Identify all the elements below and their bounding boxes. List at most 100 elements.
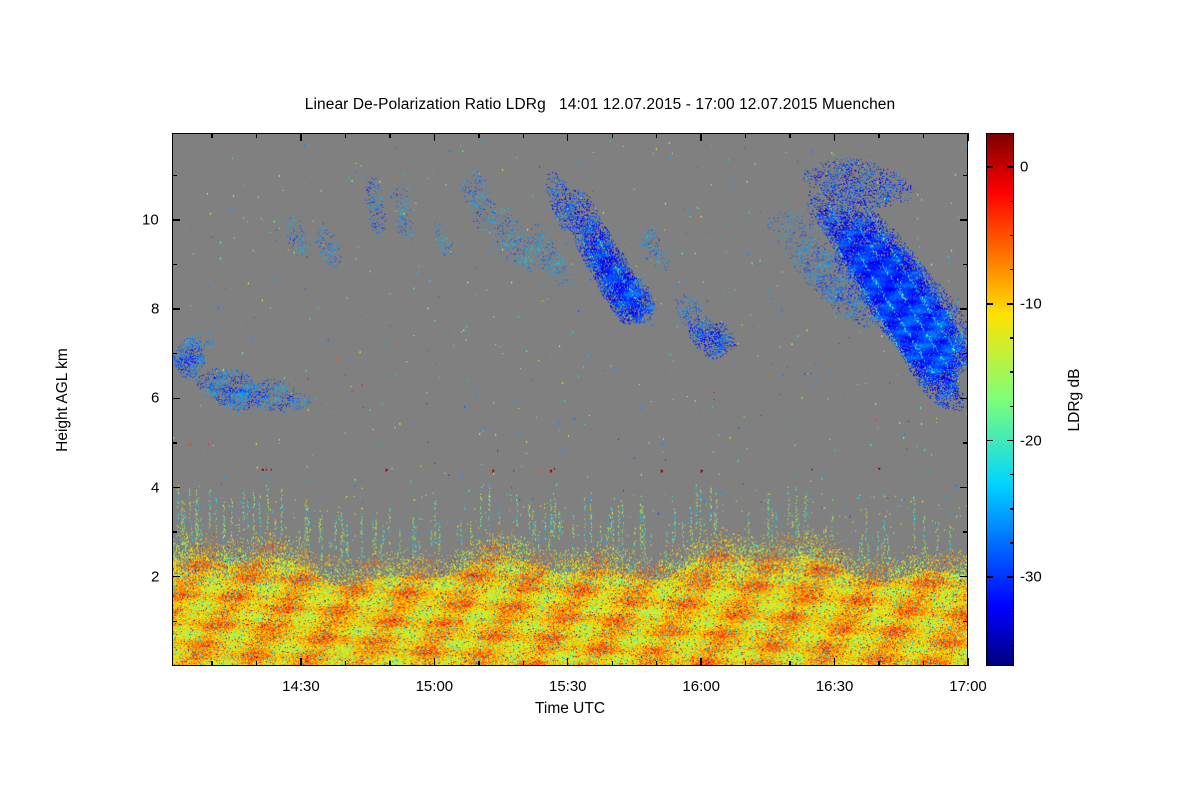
x-tick-major bbox=[833, 658, 836, 666]
heatmap-canvas bbox=[173, 134, 967, 665]
x-tick-major-top bbox=[700, 133, 702, 141]
x-tick-minor-top bbox=[922, 133, 925, 138]
x-tick-minor-top bbox=[255, 133, 258, 138]
x-tick-major-top bbox=[433, 133, 436, 141]
x-tick-minor bbox=[255, 661, 258, 666]
y-axis-title: Height AGL km bbox=[54, 348, 71, 452]
colorbar-tick-minor bbox=[1010, 405, 1014, 408]
y-tick-major-right bbox=[960, 486, 968, 489]
y-tick-minor bbox=[172, 531, 177, 533]
x-tick-minor bbox=[344, 661, 347, 666]
y-tick-label: 6 bbox=[151, 389, 160, 407]
x-tick-major bbox=[433, 658, 436, 666]
x-tick-minor bbox=[611, 661, 613, 666]
x-tick-minor-top bbox=[211, 133, 213, 138]
y-tick-major bbox=[172, 219, 180, 221]
x-tick-label: 15:00 bbox=[415, 678, 454, 695]
colorbar-tick-minor bbox=[1010, 200, 1014, 203]
x-tick-major-top bbox=[567, 133, 569, 141]
y-tick-minor-right bbox=[963, 620, 968, 623]
colorbar-tick-label: -20 bbox=[1020, 432, 1042, 449]
colorbar-tick bbox=[1007, 576, 1014, 578]
colorbar-tick-minor bbox=[1010, 473, 1014, 476]
y-tick-major bbox=[172, 576, 180, 578]
y-tick-major-right bbox=[960, 219, 968, 221]
colorbar-tick-left bbox=[986, 576, 993, 578]
colorbar-tick-minor bbox=[1010, 610, 1014, 613]
colorbar-tick bbox=[1007, 303, 1014, 305]
colorbar-tick-left bbox=[986, 166, 993, 168]
x-tick-minor bbox=[878, 661, 880, 666]
y-tick-label: 2 bbox=[151, 568, 160, 586]
x-tick-major-top bbox=[967, 133, 969, 141]
x-tick-major-top bbox=[300, 133, 302, 141]
x-tick-minor-top bbox=[656, 133, 658, 138]
y-tick-major-right bbox=[960, 397, 968, 400]
colorbar-tick-minor bbox=[1010, 508, 1014, 510]
x-tick-minor bbox=[211, 661, 213, 666]
x-tick-label: 16:00 bbox=[682, 678, 720, 695]
x-tick-label: 17:00 bbox=[949, 678, 987, 695]
x-tick-minor bbox=[389, 661, 391, 666]
y-tick-minor bbox=[172, 174, 177, 177]
colorbar-gradient bbox=[987, 134, 1013, 665]
x-tick-minor-top bbox=[344, 133, 347, 138]
y-tick-label: 4 bbox=[151, 479, 160, 497]
colorbar-tick bbox=[1007, 439, 1014, 442]
x-tick-major-top bbox=[833, 133, 836, 141]
x-tick-minor-top bbox=[789, 133, 791, 138]
y-tick-major bbox=[172, 486, 180, 489]
y-tick-minor-right bbox=[963, 174, 968, 177]
colorbar-title: LDRg dB bbox=[1066, 368, 1083, 432]
y-tick-minor bbox=[172, 620, 177, 623]
x-tick-label: 16:30 bbox=[815, 678, 854, 695]
colorbar-tick-minor bbox=[1010, 644, 1014, 647]
colorbar-tick-left bbox=[986, 303, 993, 305]
x-tick-minor bbox=[744, 661, 747, 666]
colorbar-tick-label: 0 bbox=[1020, 158, 1029, 176]
x-tick-minor bbox=[522, 661, 524, 666]
x-tick-minor bbox=[789, 661, 791, 666]
colorbar-tick-minor bbox=[1010, 234, 1014, 237]
y-tick-label: 8 bbox=[151, 300, 160, 318]
y-tick-minor bbox=[172, 353, 177, 355]
colorbar-tick bbox=[1007, 166, 1014, 168]
colorbar-tick-left bbox=[986, 439, 993, 442]
y-tick-major bbox=[172, 308, 180, 310]
x-tick-label: 15:30 bbox=[548, 678, 587, 695]
colorbar-tick-minor bbox=[1010, 371, 1014, 373]
x-tick-major bbox=[567, 658, 569, 666]
x-tick-minor-top bbox=[522, 133, 524, 138]
colorbar-tick-label: -30 bbox=[1020, 568, 1042, 586]
x-tick-label: 14:30 bbox=[282, 678, 320, 695]
colorbar-tick-label: -10 bbox=[1020, 295, 1042, 313]
y-tick-major bbox=[172, 397, 180, 400]
y-tick-minor-right bbox=[963, 263, 968, 266]
x-tick-minor-top bbox=[611, 133, 613, 138]
y-tick-minor-right bbox=[963, 353, 968, 355]
y-tick-major-right bbox=[960, 308, 968, 310]
x-axis-title: Time UTC bbox=[534, 700, 606, 717]
y-tick-minor-right bbox=[963, 442, 968, 444]
x-tick-minor-top bbox=[744, 133, 747, 138]
x-tick-minor bbox=[478, 661, 480, 666]
x-tick-minor bbox=[922, 661, 925, 666]
x-tick-major bbox=[967, 658, 969, 666]
y-tick-major-right bbox=[960, 576, 968, 578]
y-tick-minor bbox=[172, 263, 177, 266]
colorbar bbox=[986, 133, 1014, 666]
x-tick-minor-top bbox=[878, 133, 880, 138]
x-tick-minor-top bbox=[478, 133, 480, 138]
x-tick-major bbox=[700, 658, 702, 666]
colorbar-tick-minor bbox=[1010, 268, 1014, 271]
colorbar-tick-minor bbox=[1010, 542, 1014, 544]
x-tick-minor-top bbox=[389, 133, 391, 138]
plot-area bbox=[172, 133, 968, 666]
x-tick-major bbox=[300, 658, 302, 666]
x-tick-minor bbox=[656, 661, 658, 666]
y-tick-minor-right bbox=[963, 531, 968, 533]
chart-title: Linear De-Polarization Ratio LDRg 14:01 … bbox=[304, 96, 896, 113]
y-tick-label: 10 bbox=[142, 211, 159, 229]
y-tick-minor bbox=[172, 442, 177, 444]
